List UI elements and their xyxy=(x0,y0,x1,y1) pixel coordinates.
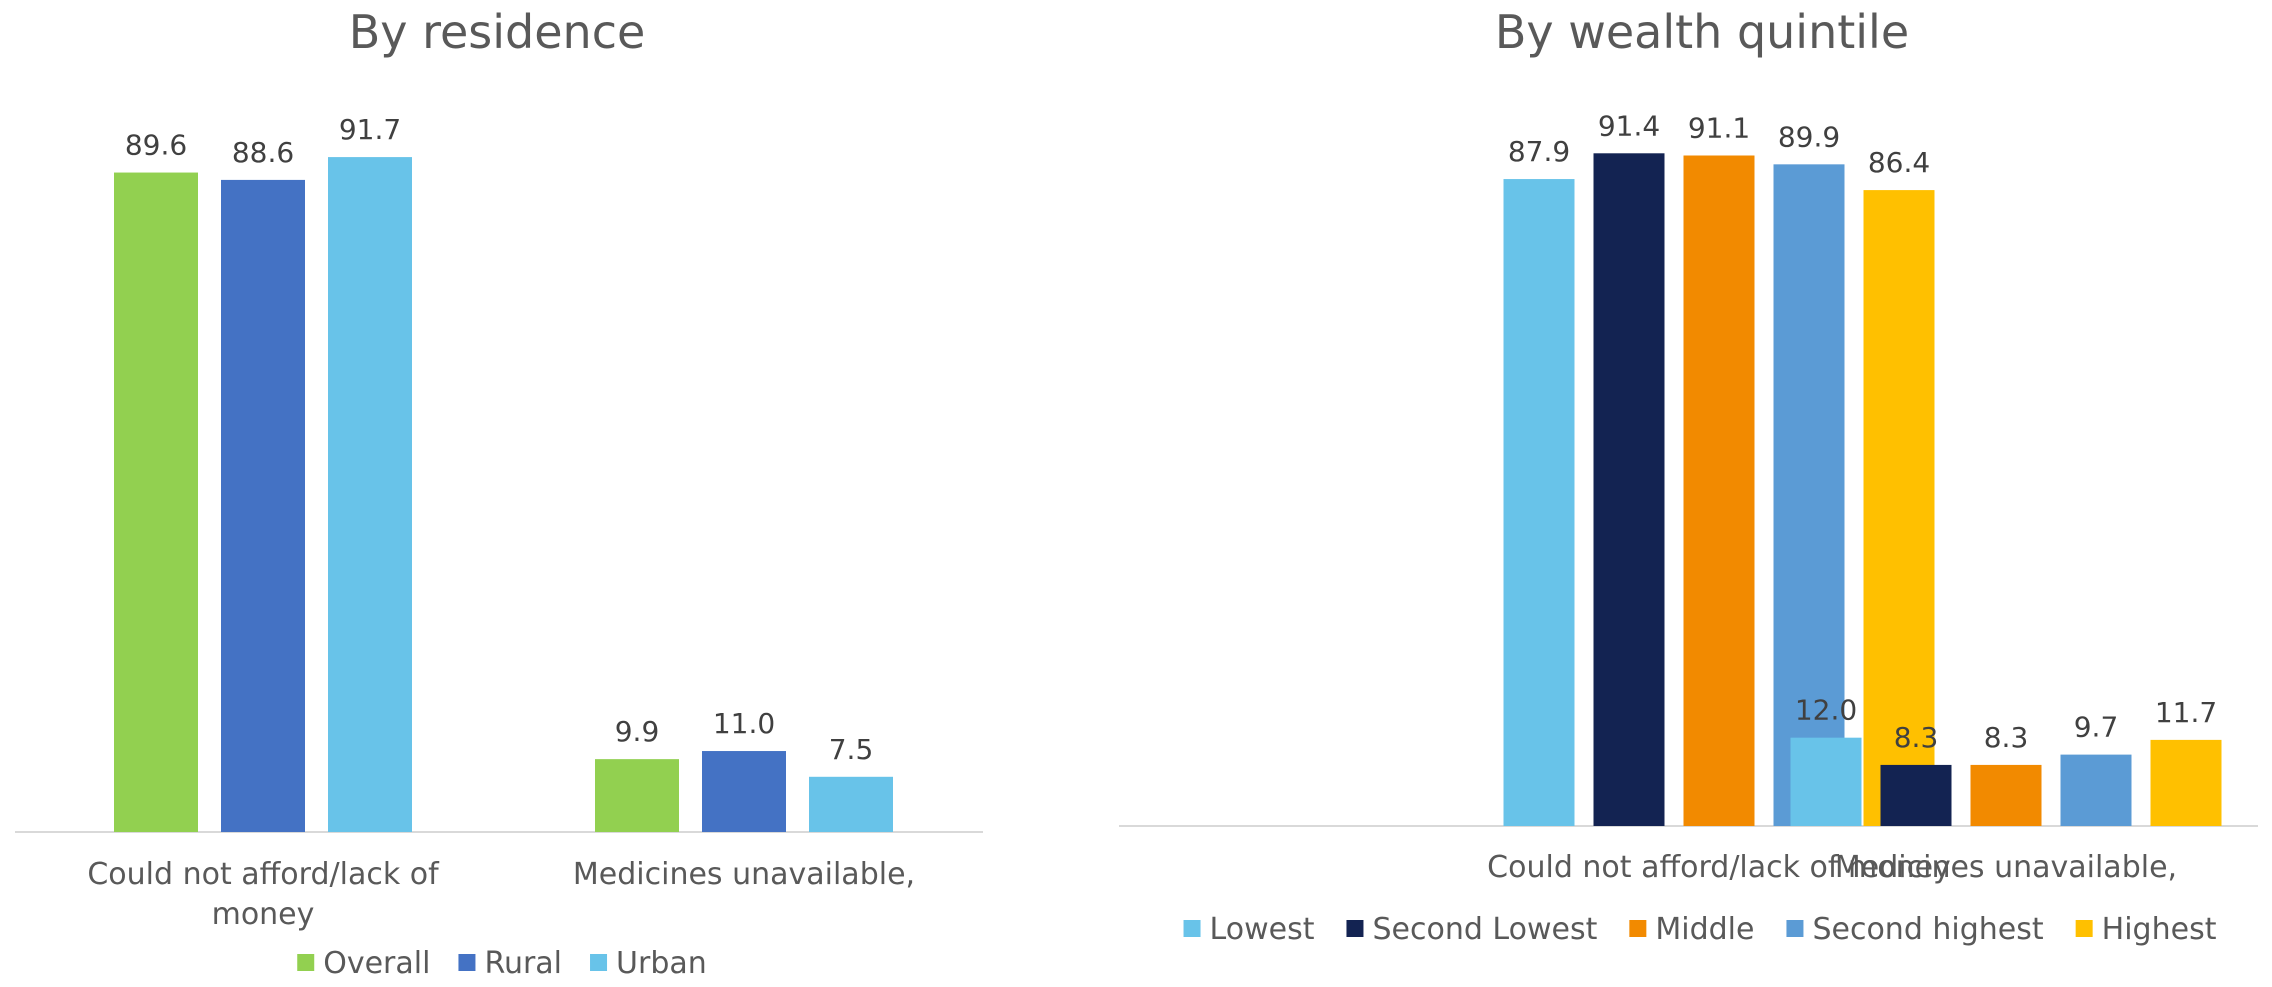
wealth-data-label: 11.7 xyxy=(2155,696,2217,729)
wealth-legend-label: Middle xyxy=(1655,912,1754,947)
residence-data-label: 89.6 xyxy=(125,129,187,162)
wealth-legend-swatch-middle xyxy=(1629,920,1647,937)
residence-data-label: 11.0 xyxy=(713,707,775,740)
residence-data-label: 91.7 xyxy=(339,113,401,146)
wealth-category-label: Could not afford/lack of money xyxy=(1487,850,1951,885)
wealth-legend-swatch-second-lowest xyxy=(1346,920,1364,937)
wealth-legend-label: Lowest xyxy=(1210,912,1315,947)
residence-chart-title: By residence xyxy=(349,5,646,59)
wealth-bar-second-lowest-1 xyxy=(1593,153,1665,826)
wealth-data-label: 91.1 xyxy=(1688,112,1750,145)
wealth-legend: Lowest Second Lowest Middle Second highest H… xyxy=(1183,912,2217,947)
wealth-data-label: 12.0 xyxy=(1795,694,1857,727)
wealth-legend-swatch-highest xyxy=(2075,920,2093,937)
wealth-legend-swatch-second-highest xyxy=(1786,920,1804,937)
wealth-data-label: 87.9 xyxy=(1508,135,1570,168)
wealth-data-label: 86.4 xyxy=(1868,146,1930,179)
residence-legend-swatch-rural xyxy=(458,954,476,971)
residence-data-label: 7.5 xyxy=(829,733,874,766)
wealth-legend-label: Highest xyxy=(2102,912,2217,947)
residence-category-label: Medicines unavailable, xyxy=(573,857,915,892)
residence-bar-rural-1 xyxy=(221,179,305,833)
residence-bar-overall-2 xyxy=(595,759,679,832)
wealth-bar-highest-1 xyxy=(1863,190,1935,826)
residence-chart: By residence 89.6 88.6 91.7 Could not affor… xyxy=(15,5,983,981)
wealth-category-label: Medicines unavailable, xyxy=(1835,850,2177,885)
residence-data-label: 88.6 xyxy=(232,136,294,169)
residence-legend-label: Rural xyxy=(484,946,562,981)
residence-legend-label: Urban xyxy=(616,946,707,981)
residence-category-label: Could not afford/lack of xyxy=(87,857,440,892)
residence-bar-overall-1 xyxy=(114,172,198,832)
wealth-bar-second-lowest-2 xyxy=(1880,764,1952,826)
residence-legend-swatch-overall xyxy=(297,954,315,971)
residence-legend-swatch-urban xyxy=(590,954,608,971)
wealth-bar-second-highest-1 xyxy=(1773,164,1845,826)
residence-legend-label: Overall xyxy=(323,946,430,981)
residence-category-label: money xyxy=(212,897,315,932)
wealth-chart-title: By wealth quintile xyxy=(1495,5,1909,59)
residence-bar-urban-2 xyxy=(809,776,893,832)
wealth-legend-label: Second Lowest xyxy=(1372,912,1597,947)
wealth-legend-swatch-lowest xyxy=(1183,920,1201,937)
wealth-data-label: 89.9 xyxy=(1778,120,1840,153)
wealth-bar-lowest-2 xyxy=(1790,737,1862,826)
wealth-bar-highest-2 xyxy=(2150,739,2222,826)
residence-data-label: 9.9 xyxy=(615,715,660,748)
wealth-bar-lowest-1 xyxy=(1503,179,1575,826)
wealth-bar-middle-2 xyxy=(1970,764,2042,826)
residence-bar-rural-2 xyxy=(702,751,786,832)
wealth-data-label: 8.3 xyxy=(1984,721,2029,754)
wealth-bar-middle-1 xyxy=(1683,155,1755,826)
residence-legend: Overall Rural Urban xyxy=(297,946,707,981)
wealth-bar-second-highest-2 xyxy=(2060,754,2132,826)
wealth-data-label: 8.3 xyxy=(1894,721,1939,754)
residence-bar-urban-1 xyxy=(328,157,412,832)
wealth-data-label: 91.4 xyxy=(1598,109,1660,142)
wealth-data-label: 9.7 xyxy=(2074,711,2119,744)
wealth-legend-label: Second highest xyxy=(1812,912,2043,947)
wealth-chart: By wealth quintile 87.9 91.4 91.1 89.9 86.4 C… xyxy=(1119,5,2258,947)
